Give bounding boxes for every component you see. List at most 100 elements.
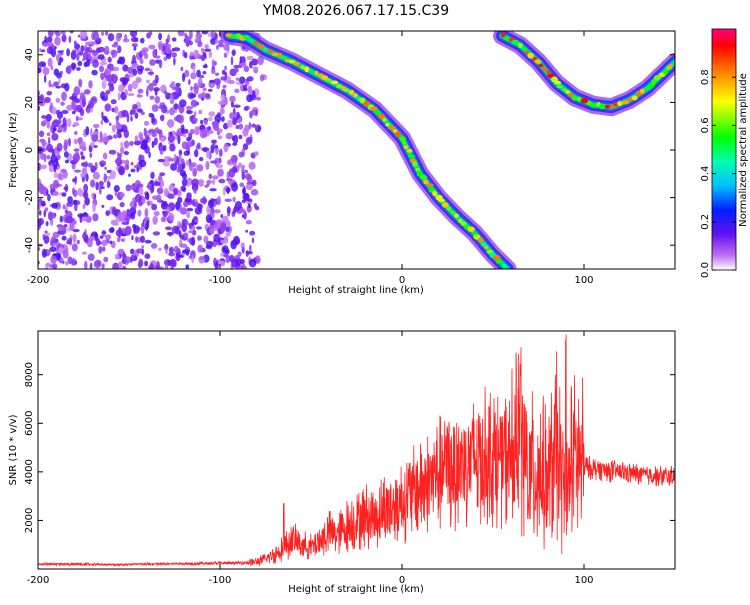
noise-blob xyxy=(152,195,160,201)
noise-blob xyxy=(38,152,41,161)
noise-blob xyxy=(191,225,196,230)
noise-blob xyxy=(48,212,57,219)
noise-blob xyxy=(53,81,59,86)
noise-blob xyxy=(191,254,194,264)
noise-blob xyxy=(146,67,150,71)
ridge-point xyxy=(621,100,630,105)
noise-blob xyxy=(217,100,225,106)
noise-blob xyxy=(123,129,129,139)
noise-blob xyxy=(140,37,145,44)
noise-blob xyxy=(230,100,234,108)
noise-blob xyxy=(232,108,236,114)
ridge-point xyxy=(300,65,306,70)
noise-blob xyxy=(179,243,188,248)
noise-blob xyxy=(88,235,96,241)
noise-blob xyxy=(150,243,158,249)
y-tick-label: -40 xyxy=(24,237,35,253)
noise-blob xyxy=(57,50,63,54)
noise-blob xyxy=(116,59,121,65)
x-tick-label: -200 xyxy=(27,575,50,586)
noise-blob xyxy=(141,222,144,228)
noise-blob xyxy=(101,239,108,247)
noise-blob xyxy=(65,260,69,266)
noise-blob xyxy=(129,109,136,115)
noise-blob xyxy=(164,264,169,269)
noise-blob xyxy=(160,84,167,93)
y-tick-label: 0 xyxy=(24,147,35,153)
ridge-point xyxy=(403,145,409,150)
ridge-point xyxy=(263,47,269,51)
noise-blob xyxy=(103,173,107,183)
noise-blob xyxy=(169,107,175,116)
noise-blob xyxy=(79,108,85,117)
noise-blob xyxy=(114,253,121,260)
noise-blob xyxy=(131,43,138,48)
noise-blob xyxy=(223,43,230,51)
noise-blob xyxy=(148,151,151,159)
ridge-point xyxy=(325,78,332,82)
noise-blob xyxy=(144,208,149,218)
noise-blob xyxy=(79,31,88,40)
noise-blob xyxy=(201,31,209,35)
noise-blob xyxy=(239,56,242,64)
noise-blob xyxy=(61,110,69,114)
noise-blob xyxy=(219,106,224,115)
x-tick-label: -100 xyxy=(209,575,232,586)
ridge-point xyxy=(225,33,233,38)
noise-blob xyxy=(165,226,172,231)
noise-blob xyxy=(201,55,206,62)
noise-blob xyxy=(224,71,228,78)
noise-blob xyxy=(79,141,86,149)
noise-blob xyxy=(129,141,134,146)
noise-blob xyxy=(129,184,137,191)
noise-blob xyxy=(38,162,42,172)
noise-blob xyxy=(82,51,89,61)
noise-blob xyxy=(100,120,104,126)
noise-blob xyxy=(231,258,239,268)
noise-blob xyxy=(68,35,72,44)
noise-blob xyxy=(89,49,97,53)
noise-blob xyxy=(72,101,77,111)
ridge-point xyxy=(554,80,562,85)
noise-blob xyxy=(207,130,214,134)
noise-blob xyxy=(78,189,85,197)
noise-blob xyxy=(44,35,47,44)
noise-blob xyxy=(120,141,123,148)
noise-blob xyxy=(217,135,223,140)
noise-blob xyxy=(53,172,59,179)
noise-blob xyxy=(190,72,197,80)
noise-blob xyxy=(171,37,177,42)
noise-blob xyxy=(67,196,73,204)
noise-blob xyxy=(200,47,205,53)
noise-blob xyxy=(204,184,209,188)
noise-blob xyxy=(228,79,235,85)
noise-blob xyxy=(85,161,88,168)
noise-blob xyxy=(200,119,204,125)
noise-blob xyxy=(144,253,151,259)
x-tick-label: -200 xyxy=(27,275,50,286)
noise-blob xyxy=(66,118,72,127)
noise-blob xyxy=(251,123,257,128)
noise-blob xyxy=(125,225,131,234)
noise-blob xyxy=(104,91,109,99)
noise-blob xyxy=(100,72,105,81)
noise-blob xyxy=(189,51,194,57)
noise-blob xyxy=(121,221,129,226)
noise-blob xyxy=(138,186,144,196)
noise-blob xyxy=(105,31,109,36)
ridge-point xyxy=(359,97,366,104)
noise-blob xyxy=(170,163,178,171)
noise-blob xyxy=(159,114,165,122)
ridge-point xyxy=(454,213,459,218)
noise-blob xyxy=(206,240,214,249)
noise-blob xyxy=(98,246,103,254)
ridge-point xyxy=(343,88,349,92)
noise-blob xyxy=(101,80,107,90)
noise-blob xyxy=(175,201,181,211)
noise-blob xyxy=(239,258,245,265)
noise-blob xyxy=(154,95,161,104)
noise-blob xyxy=(196,226,202,230)
noise-blob xyxy=(230,240,237,250)
noise-blob xyxy=(211,68,216,75)
noise-blob xyxy=(115,229,124,237)
